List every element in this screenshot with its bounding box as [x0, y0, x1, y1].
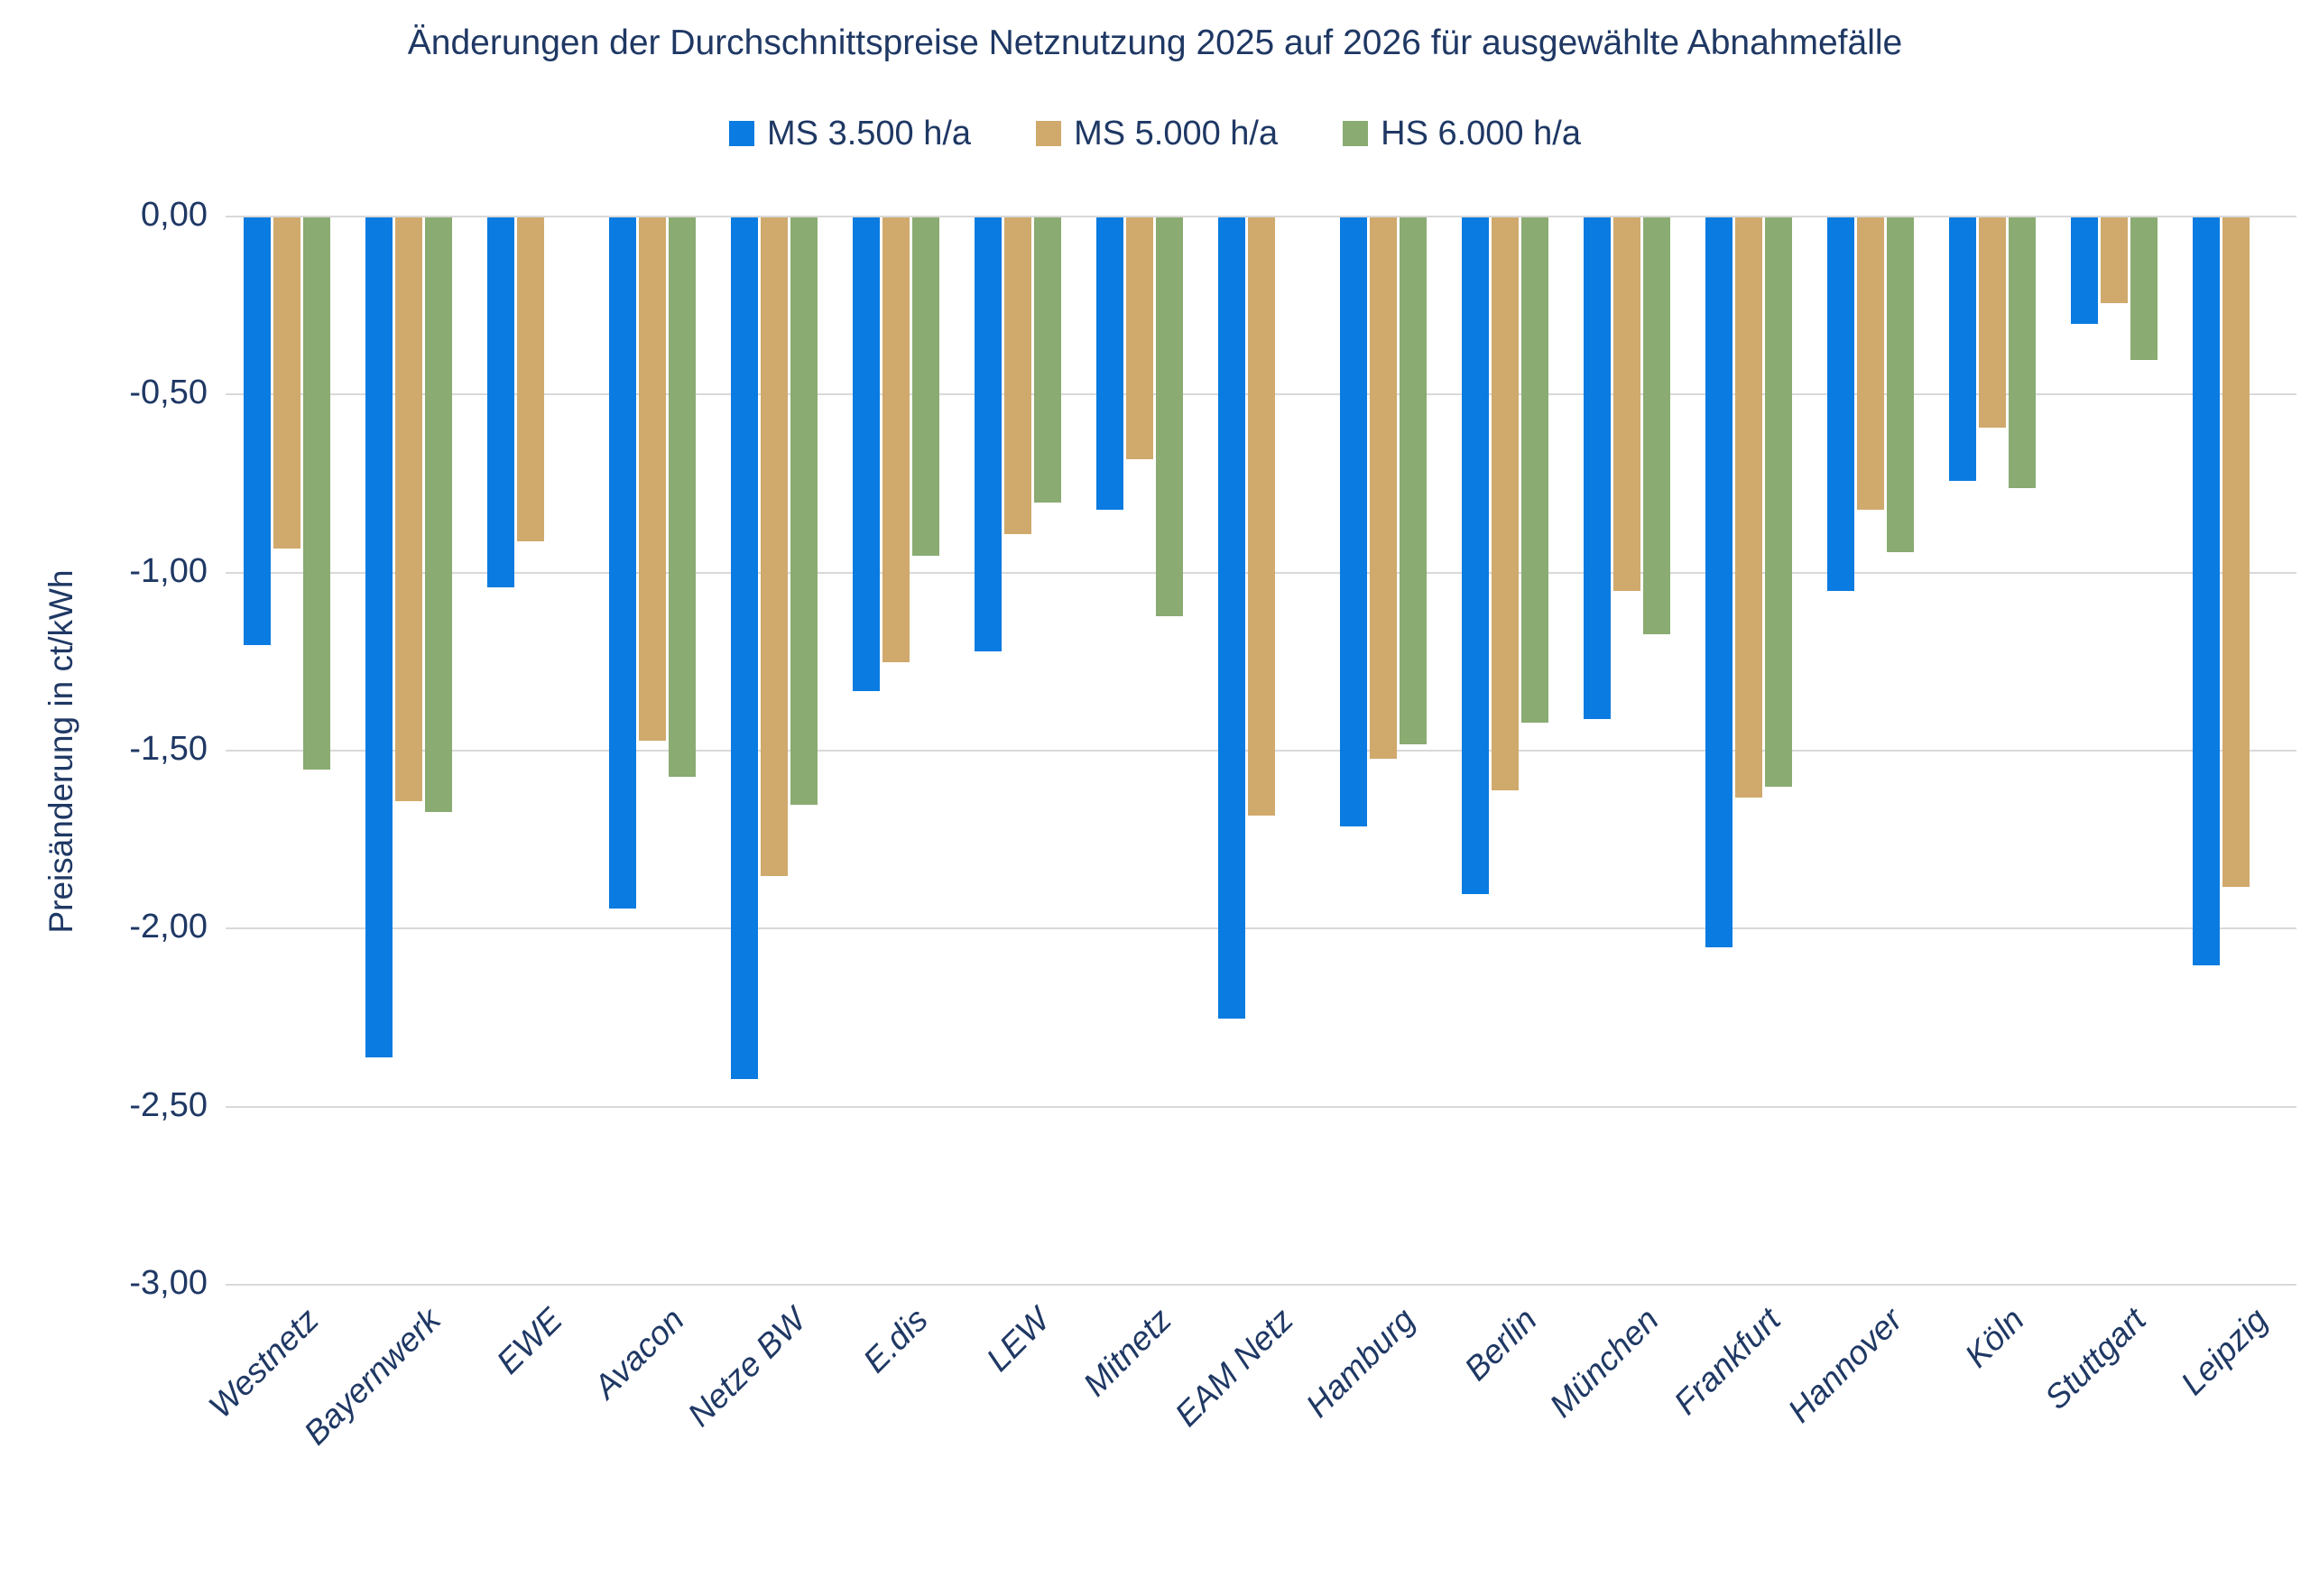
legend-swatch-icon [729, 121, 755, 146]
y-tick-label: -1,00 [129, 551, 208, 590]
chart-legend: MS 3.500 h/a MS 5.000 h/a HS 6.000 h/a [0, 106, 2310, 161]
bar-Stuttgart-HS-6.000-h/a [2130, 217, 2158, 360]
bar-Mitnetz-MS-3.500-h/a [1095, 217, 1123, 510]
plot-area [226, 216, 2296, 1286]
bar-Hannover-MS-3.500-h/a [1826, 217, 1854, 592]
legend-item-3: HS 6.000 h/a [1343, 115, 1581, 153]
gridline [226, 927, 2296, 930]
legend-label: MS 3.500 h/a [767, 114, 972, 152]
bar-Frankfurt-MS-3.500-h/a [1705, 217, 1732, 948]
bar-Netze BW-MS-3.500-h/a [730, 217, 758, 1080]
bar-EWE-MS-5.000-h/a [516, 217, 544, 542]
legend-item-1: MS 3.500 h/a [729, 115, 971, 153]
bar-Köln-MS-5.000-h/a [1978, 217, 2006, 428]
bar-Netze BW-HS-6.000-h/a [790, 217, 818, 806]
gridline [226, 1105, 2296, 1108]
bar-E.dis-MS-5.000-h/a [882, 217, 910, 663]
legend-swatch-icon [1036, 121, 1062, 146]
y-tick-label: -3,00 [129, 1264, 208, 1302]
bar-Bayernwerk-MS-3.500-h/a [365, 217, 393, 1058]
bar-EWE-MS-3.500-h/a [486, 217, 514, 588]
bar-E.dis-MS-3.500-h/a [852, 217, 880, 691]
bar-chart: Änderungen der Durchschnittspreise Netzn… [0, 23, 2310, 1453]
y-tick-label: 0,00 [141, 196, 208, 234]
bar-Hannover-MS-5.000-h/a [1856, 217, 1884, 510]
bar-Hamburg-MS-5.000-h/a [1369, 217, 1397, 759]
bar-Hamburg-MS-3.500-h/a [1339, 217, 1367, 826]
bar-LEW-HS-6.000-h/a [1033, 217, 1061, 503]
bar-EAM Netz-MS-3.500-h/a [1217, 217, 1245, 1019]
legend-label: MS 5.000 h/a [1074, 114, 1279, 152]
bar-Avacon-MS-5.000-h/a [638, 217, 666, 742]
bar-Frankfurt-HS-6.000-h/a [1764, 217, 1792, 788]
bar-Köln-HS-6.000-h/a [2008, 217, 2036, 488]
bar-Leipzig-MS-3.500-h/a [2192, 217, 2220, 965]
bar-Leipzig-MS-5.000-h/a [2222, 217, 2250, 887]
bar-LEW-MS-5.000-h/a [1003, 217, 1031, 535]
bar-Netze BW-MS-5.000-h/a [760, 217, 788, 877]
y-tick-label: -0,50 [129, 374, 208, 412]
bar-Westnetz-HS-6.000-h/a [302, 217, 330, 770]
bar-EAM Netz-MS-5.000-h/a [1247, 217, 1275, 816]
bar-Hannover-HS-6.000-h/a [1886, 217, 1914, 552]
bar-Westnetz-MS-3.500-h/a [243, 217, 271, 645]
bar-Mitnetz-MS-5.000-h/a [1125, 217, 1153, 460]
bar-München-MS-5.000-h/a [1612, 217, 1640, 592]
bar-Bayernwerk-MS-5.000-h/a [394, 217, 422, 802]
bar-E.dis-HS-6.000-h/a [911, 217, 939, 556]
bar-Berlin-MS-3.500-h/a [1461, 217, 1489, 894]
bar-Berlin-MS-5.000-h/a [1491, 217, 1519, 791]
bar-Bayernwerk-HS-6.000-h/a [424, 217, 452, 813]
bar-Westnetz-MS-5.000-h/a [273, 217, 300, 549]
bar-Hamburg-HS-6.000-h/a [1399, 217, 1427, 745]
bar-Berlin-HS-6.000-h/a [1520, 217, 1548, 724]
bar-Stuttgart-MS-5.000-h/a [2100, 217, 2128, 303]
gridline [226, 216, 2296, 217]
y-tick-label: -2,00 [129, 908, 208, 946]
bar-München-HS-6.000-h/a [1642, 217, 1670, 634]
bar-Avacon-HS-6.000-h/a [668, 217, 696, 777]
bar-Köln-MS-3.500-h/a [1948, 217, 1976, 482]
y-tick-label: -1,50 [129, 730, 208, 768]
gridline [226, 1284, 2296, 1286]
bar-LEW-MS-3.500-h/a [974, 217, 1002, 652]
y-tick-label: -2,50 [129, 1085, 208, 1124]
bar-Frankfurt-MS-5.000-h/a [1734, 217, 1762, 798]
bar-Mitnetz-HS-6.000-h/a [1155, 217, 1183, 617]
bar-Avacon-MS-3.500-h/a [608, 217, 636, 909]
legend-item-2: MS 5.000 h/a [1036, 115, 1278, 153]
bar-Stuttgart-MS-3.500-h/a [2070, 217, 2098, 325]
legend-swatch-icon [1343, 121, 1369, 146]
chart-title: Änderungen der Durchschnittspreise Netzn… [407, 23, 1903, 62]
bar-München-MS-3.500-h/a [1583, 217, 1611, 720]
legend-label: HS 6.000 h/a [1381, 114, 1581, 152]
